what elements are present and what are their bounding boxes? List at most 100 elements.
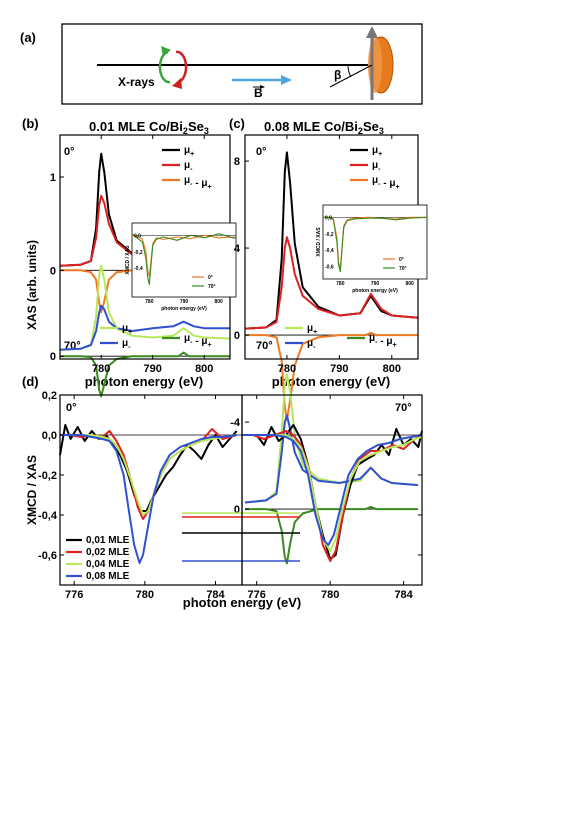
x-axis-label-b: photon energy (eV) <box>85 374 203 389</box>
inset-x-tick-label: 780 <box>336 281 345 287</box>
panel-a-frame <box>61 23 423 105</box>
angle-70-label-c: 70° <box>256 340 273 352</box>
panel-d: (d) XMCD / XAS photon energy (eV) 0° 70°… <box>22 374 423 610</box>
legend-top-1-text: μ- <box>372 160 381 173</box>
y-tick-label-d: 0,0 <box>42 430 57 442</box>
y-tick-label: 0 <box>234 330 240 342</box>
panel-b: (b) 0.01 MLE Co/Bi2Se3 XAS (arb. units) … <box>22 116 237 398</box>
inset-y-tick-label: -0,2 <box>134 250 143 256</box>
series-line-0 <box>244 151 419 330</box>
inset-series-1 <box>131 233 237 286</box>
series-line-5 <box>60 351 230 398</box>
legend-top-0-text: μ+ <box>372 145 382 158</box>
inset-legend-text-0: 0° <box>208 275 213 281</box>
x-tick-d-right-label: 776 <box>248 589 266 601</box>
legend-top-0-text: μ+ <box>184 145 194 158</box>
y-tick-label-d: -0,2 <box>38 470 57 482</box>
y-tick-label: -4 <box>230 417 241 429</box>
series-line-5 <box>245 505 418 565</box>
y-tick-label-d: 0,2 <box>42 390 57 402</box>
green-arrowhead-icon <box>161 46 171 56</box>
x-tick-label: 800 <box>195 363 213 375</box>
legend-top-2-text: μ- - μ+ <box>372 175 400 191</box>
inset-y-tick-label: -0,4 <box>325 248 334 254</box>
inset-y-tick-label: 0,0 <box>134 233 141 239</box>
legend-top-2-text: μ- - μ+ <box>184 175 212 191</box>
x-tick-label: 780 <box>92 363 110 375</box>
inset-x-tick-label: 800 <box>405 281 414 287</box>
inset-y-tick-label: -0,4 <box>134 266 143 272</box>
series-line-2 <box>245 331 418 421</box>
x-tick-d-left-label: 776 <box>65 589 83 601</box>
axis-arrowhead-icon <box>366 26 378 38</box>
legend-d-text-2: 0,04 MLE <box>86 559 130 570</box>
panel-c: (c) 0.08 MLE Co/Bi2Se3 photon energy (eV… <box>229 116 428 565</box>
angle-0-label-d: 0° <box>66 402 77 414</box>
x-axis-label-c: photon energy (eV) <box>272 374 390 389</box>
field-arrowhead-icon <box>281 75 292 85</box>
right-series-3 <box>242 434 423 546</box>
inset-x-tick-label: 790 <box>180 299 189 305</box>
legend-bottom-0-text: μ+ <box>122 323 132 336</box>
inset-series-1 <box>323 216 428 273</box>
inset-series-0 <box>131 234 237 277</box>
series-line-1 <box>244 236 419 330</box>
inset-y-tick-label: 0,0 <box>325 215 332 221</box>
angle-0-label-c: 0° <box>256 146 267 158</box>
y-tick-label: 4 <box>234 243 241 255</box>
legend-d-text-3: 0,08 MLE <box>86 571 130 582</box>
y-tick-label-d: -0,4 <box>38 510 58 522</box>
y-tick-label: 8 <box>234 156 240 168</box>
angle-beta-label: β <box>334 68 341 82</box>
x-tick-d-left-label: 780 <box>136 589 154 601</box>
panel-b-title: 0.01 MLE Co/Bi2Se3 <box>89 119 209 136</box>
y-tick-label: 0 <box>50 265 56 277</box>
panel-b-label: (b) <box>22 116 39 131</box>
y-axis-label: XAS (arb. units) <box>25 240 39 330</box>
inset-x-axis-label: photon energy (eV) <box>352 288 398 294</box>
series-line-3 <box>59 264 231 351</box>
x-tick-d-left-label: 784 <box>206 589 225 601</box>
plot-frame-d-right <box>241 394 423 586</box>
panel-d-label: (d) <box>22 374 39 389</box>
circular-polarization-red-icon <box>175 50 188 84</box>
legend-top-1-text: μ- <box>184 160 193 173</box>
x-tick-label: 800 <box>383 363 401 375</box>
legend-bottom-1-text: μ- <box>122 338 131 351</box>
series-line-4 <box>244 414 419 504</box>
left-series-0 <box>59 424 238 512</box>
inset-y-tick-label: -0,6 <box>325 265 334 271</box>
y-tick-label: 0 <box>234 504 240 516</box>
red-arrowhead-icon <box>172 78 182 89</box>
panel-a-label: (a) <box>20 30 36 45</box>
x-tick-d-right-label: 784 <box>394 589 413 601</box>
inset-y-axis-label: XMCD / XAS <box>125 245 131 275</box>
inset-legend-text-1: 70° <box>399 266 407 272</box>
x-tick-label: 790 <box>330 363 348 375</box>
inset-y-tick-label: -0,2 <box>325 232 334 238</box>
panel-c-title: 0.08 MLE Co/Bi2Se3 <box>264 119 384 136</box>
legend-bottom-2-text: μ- - μ+ <box>184 333 212 349</box>
inset-legend-text-0: 0° <box>399 257 404 263</box>
x-tick-label: 790 <box>144 363 162 375</box>
panel-a: (a) X-rays B β <box>20 23 423 105</box>
angle-70-label-d: 70° <box>395 402 412 414</box>
left-series-2 <box>60 434 237 516</box>
x-tick-label: 780 <box>278 363 296 375</box>
x-axis-label-d: photon energy (eV) <box>183 595 301 610</box>
inset-x-axis-label: photon energy (eV) <box>161 306 207 312</box>
legend-d-text-0: 0,01 MLE <box>86 535 130 546</box>
angle-0-label-b: 0° <box>64 146 75 158</box>
inset-y-axis-label: XMCD / XAS <box>316 227 322 257</box>
legend-d-text-1: 0,02 MLE <box>86 547 130 558</box>
series-line-4 <box>59 304 230 351</box>
field-label: B <box>254 86 263 100</box>
y-tick-label: 0 <box>50 351 56 363</box>
inset-legend-text-1: 70° <box>208 284 216 290</box>
xrays-label: X-rays <box>118 75 155 89</box>
circular-polarization-green-icon <box>158 50 171 84</box>
inset-x-tick-label: 780 <box>145 299 154 305</box>
left-series-3 <box>60 434 237 564</box>
panel-c-label: (c) <box>229 116 245 131</box>
